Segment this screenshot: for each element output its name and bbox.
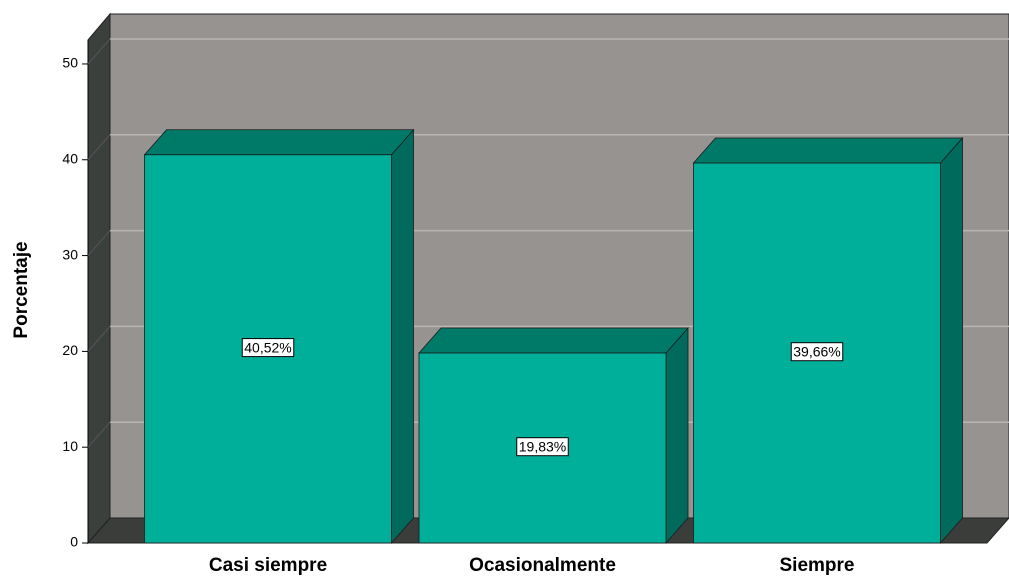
x-tick-label: Siempre — [780, 555, 855, 576]
value-label: 40,52% — [244, 340, 291, 356]
y-tick-label: 30 — [62, 246, 78, 262]
bar-side — [940, 136, 963, 545]
grid-line — [87, 326, 111, 352]
value-label-box — [790, 342, 844, 362]
y-tick-label: 50 — [62, 55, 78, 71]
x-tick-label: Ocasionalmente — [469, 555, 616, 576]
y-axis-label: Porcentaje — [11, 241, 32, 338]
grid-line — [87, 421, 111, 448]
y-tick-label: 10 — [62, 438, 78, 454]
bar-top — [692, 137, 964, 164]
value-label-box — [516, 437, 569, 457]
y-tick-label: 20 — [62, 342, 78, 358]
bar-side — [391, 128, 414, 545]
x-tick-label: Casi siempre — [209, 555, 327, 576]
grid-line — [87, 38, 111, 65]
left-wall — [87, 12, 111, 545]
value-label: 39,66% — [793, 344, 840, 360]
bar-top — [143, 129, 415, 156]
grid-line — [87, 134, 111, 161]
y-tick-label: 0 — [70, 534, 78, 550]
grid-line — [87, 230, 111, 256]
bar-side — [665, 326, 689, 545]
bar-top — [418, 327, 689, 354]
value-label-box — [241, 338, 295, 358]
value-label: 19,83% — [519, 439, 566, 455]
y-tick-label: 40 — [62, 150, 78, 166]
